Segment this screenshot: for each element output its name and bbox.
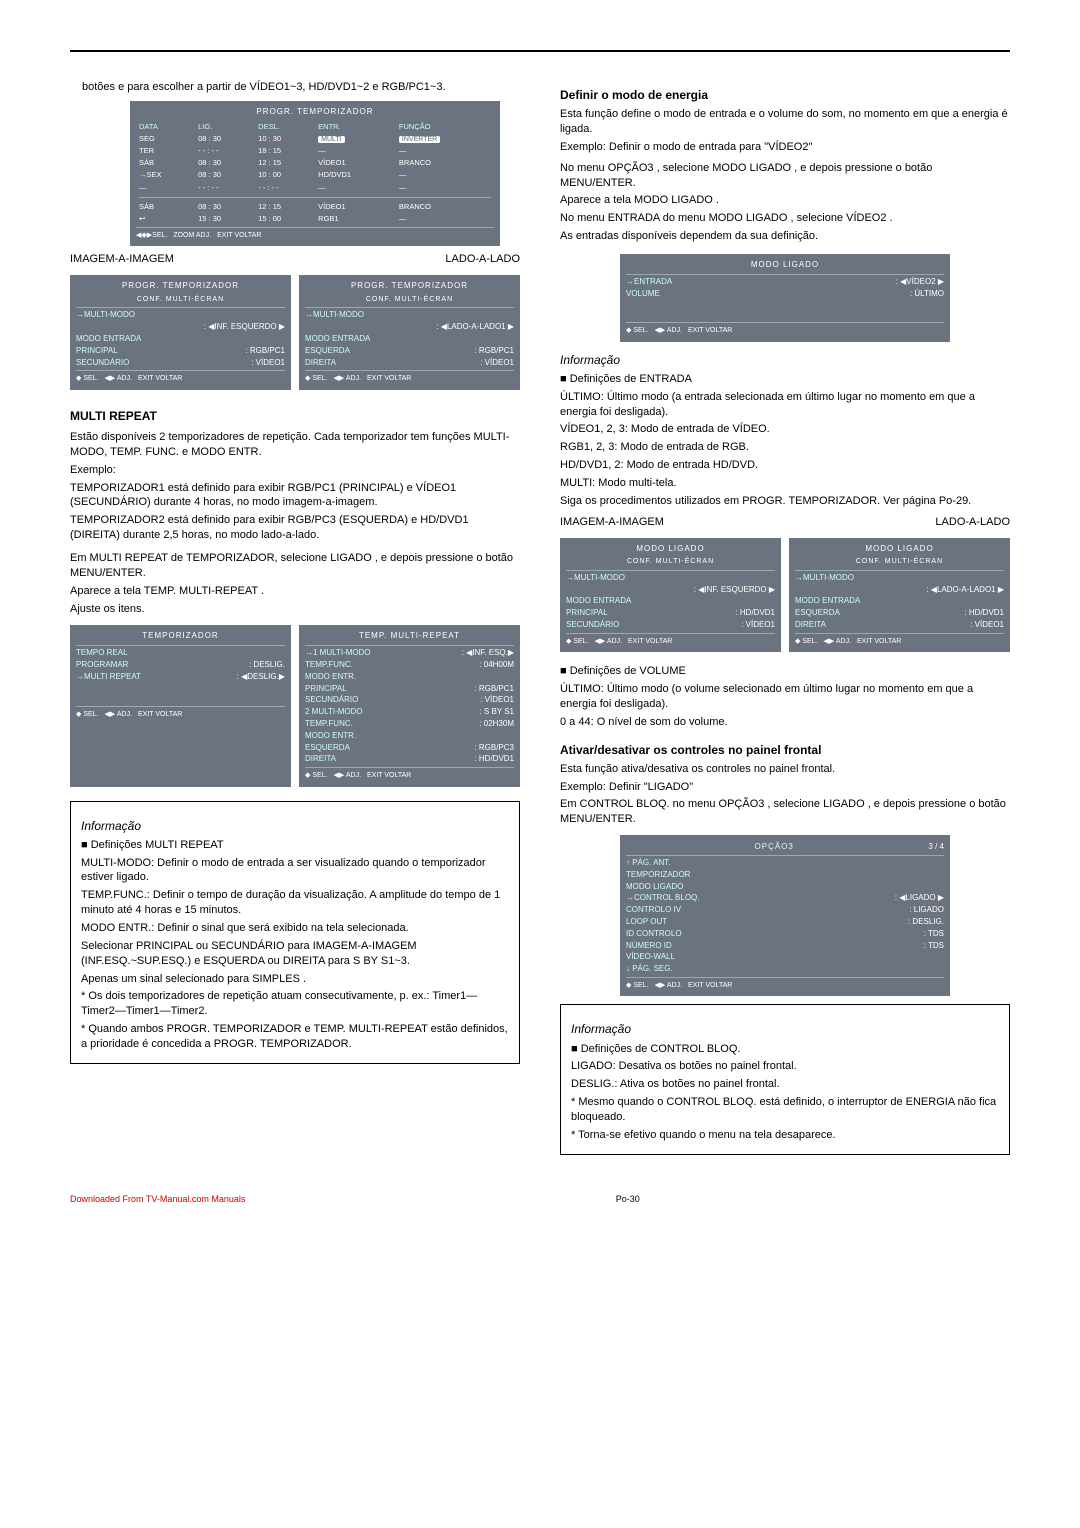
progr-temporizador-osd: PROGR. TEMPORIZADOR DATALIG.DESL.ENTR.FU… [130,101,500,247]
two-column-layout: botões e para escolher a partir de VÍDEO… [70,77,1010,1163]
modo-multi-pair: MODO LIGADO CONF. MULTI-ÉCRAN →MULTI-MOD… [560,532,1010,659]
mr-p5: Aparece a tela TEMP. MULTI-REPEAT . [70,584,520,599]
mr-p3: TEMPORIZADOR2 está definido para exibir … [70,513,520,543]
label-imagem: IMAGEM-A-IMAGEM [70,252,174,267]
mr-p6: Ajuste os itens. [70,602,520,617]
panel-heading: Ativar/desativar os controles no painel … [560,742,1010,758]
opcao3-osd: OPÇÃO33 / 4 ↑ PÁG. ANT. TEMPORIZADOR MOD… [620,835,950,996]
download-link[interactable]: Downloaded From TV-Manual.com Manuals [70,1193,245,1205]
multi-osd-right: PROGR. TEMPORIZADOR CONF. MULTI-ÉCRAN →M… [299,275,520,390]
mode-labels2: IMAGEM-A-IMAGEM LADO-A-LADO [560,515,1010,530]
modo-ligado-osd: MODO LIGADO →ENTRADA: ◀VÍDEO2 ▶ VOLUME: … [620,254,950,342]
osd-title: PROGR. TEMPORIZADOR [136,107,494,118]
modo-multi-right: MODO LIGADO CONF. MULTI-ÉCRAN →MULTI-MOD… [789,538,1010,653]
mode-labels: IMAGEM-A-IMAGEM LADO-A-LADO [70,252,520,267]
mr-p1: Estão disponíveis 2 temporizadores de re… [70,430,520,460]
multi-repeat-heading: MULTI REPEAT [70,408,520,424]
multi-osd-pair: PROGR. TEMPORIZADOR CONF. MULTI-ÉCRAN →M… [70,269,520,396]
left-column: botões e para escolher a partir de VÍDEO… [70,77,520,1163]
multi-osd-left: PROGR. TEMPORIZADOR CONF. MULTI-ÉCRAN →M… [70,275,291,390]
top-rule [70,50,1010,52]
label-lado: LADO-A-LADO [445,252,520,267]
modo-multi-left: MODO LIGADO CONF. MULTI-ÉCRAN →MULTI-MOD… [560,538,781,653]
mr-p2: TEMPORIZADOR1 está definido para exibir … [70,481,520,511]
right-info-box: Informação ■ Definições de CONTROL BLOQ.… [560,1004,1010,1154]
info-subtitle: ■ Definições MULTI REPEAT [81,838,509,853]
mr-p4: Em MULTI REPEAT de TEMPORIZADOR, selecio… [70,551,520,581]
mr-ex: Exemplo: [70,463,520,478]
page-number: Po-30 [616,1193,640,1205]
info1-heading: Informação [560,352,1010,368]
energy-heading: Definir o modo de energia [560,87,1010,103]
temp-osd-right: TEMP. MULTI-REPEAT →1 MULTI-MODO: ◀INF. … [299,625,520,786]
left-info-box: Informação ■ Definições MULTI REPEAT MUL… [70,801,520,1064]
page-footer: Downloaded From TV-Manual.com Manuals Po… [70,1193,1010,1205]
right-column: Definir o modo de energia Esta função de… [560,77,1010,1163]
info-heading: Informação [81,818,509,834]
intro-text: botões e para escolher a partir de VÍDEO… [82,80,520,95]
temp-osd-pair: TEMPORIZADOR TEMPO REAL PROGRAMAR: DESLI… [70,619,520,792]
timer-table: DATALIG.DESL.ENTR.FUNÇÃO SEG08 : 3010 : … [136,121,494,225]
temp-osd-left: TEMPORIZADOR TEMPO REAL PROGRAMAR: DESLI… [70,625,291,786]
